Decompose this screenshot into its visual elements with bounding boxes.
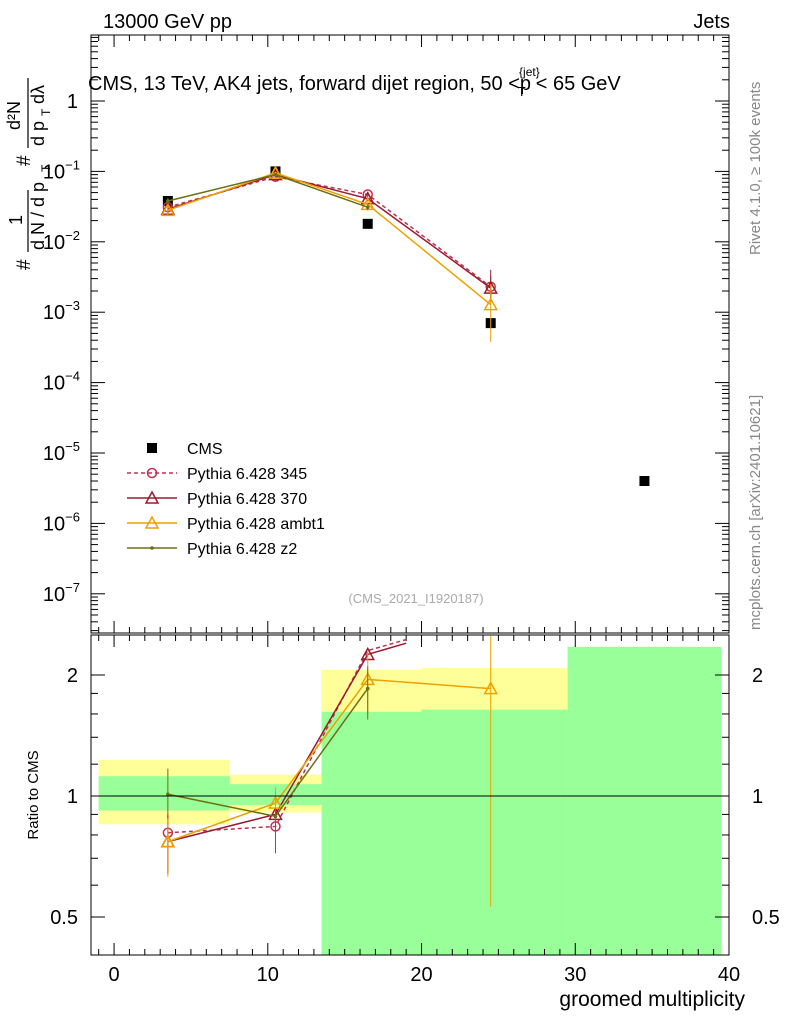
- analysis-watermark: (CMS_2021_I1920187): [348, 591, 483, 606]
- y-tick-label: 10−5: [43, 439, 80, 465]
- data-point: [160, 202, 176, 217]
- data-point: [362, 218, 373, 229]
- rivet-label: Rivet 4.1.0, ≥ 100k events: [747, 82, 764, 255]
- ratio-data-point: [160, 834, 176, 848]
- x-tick-label: 0: [108, 964, 119, 986]
- data-point: [273, 172, 278, 177]
- category-label: Jets: [693, 11, 730, 33]
- svg-text:dλ: dλ: [28, 85, 48, 104]
- data-point: [639, 476, 650, 487]
- data-point: [268, 165, 283, 179]
- legend-label: Pythia 6.428 ambt1: [187, 516, 325, 533]
- green-band-rect: [98, 776, 230, 811]
- ratio-y-tick-label-right: 1: [752, 786, 763, 808]
- legend-marker: [144, 515, 160, 529]
- svg-text:d N / d p: d N / d p: [28, 182, 48, 250]
- y-tick-label: 10−7: [43, 580, 80, 606]
- y-tick-label: 10−2: [43, 228, 80, 254]
- green-band-rect: [321, 711, 422, 955]
- green-band-rect: [421, 709, 568, 955]
- chart-title: CMS, 13 TeV, AK4 jets, forward dijet reg…: [88, 65, 621, 99]
- series-line: [167, 172, 492, 306]
- title-superscript: {jet}: [519, 65, 540, 79]
- svg-text:d²N: d²N: [4, 101, 24, 130]
- title-subscript: T: [518, 84, 526, 99]
- main-plot-frame: [90, 34, 730, 634]
- data-point: [365, 205, 370, 210]
- y-tick-label: 10−4: [43, 369, 80, 395]
- legend-label: Pythia 6.428 370: [187, 491, 307, 508]
- legend-label: Pythia 6.428 z2: [187, 541, 297, 558]
- y-tick-label: 1: [67, 91, 78, 113]
- ratio-data-point: [273, 814, 278, 819]
- beam-label: 13000 GeV pp: [103, 11, 232, 33]
- ratio-y-tick-label: 2: [67, 665, 78, 687]
- svg-text:T: T: [39, 164, 53, 172]
- ratio-data-point: [268, 795, 283, 809]
- svg-text:#: #: [14, 155, 35, 166]
- legend-marker: [144, 490, 160, 504]
- x-tick-label: 10: [257, 964, 279, 986]
- y-axis-label-main: # 1 d N / d p T # d²N d p T dλ: [4, 78, 53, 270]
- axis-ticks: 0 10 20 30 40 1 10−1 10−2 10−3 10−4 10−5 10−6 10−7 0.…: [43, 35, 780, 986]
- legend: CMS Pythia 6.428 345 Pythia 6.428 370 Pythi…: [127, 441, 325, 558]
- ratio-data-point: [166, 792, 170, 797]
- series-line: [167, 175, 492, 288]
- ratio-y-tick-label: 1: [67, 786, 78, 808]
- ratio-y-tick-label: 0.5: [50, 907, 78, 929]
- svg-text:T: T: [39, 108, 53, 116]
- ratio-series-group: [160, 636, 498, 907]
- y-tick-label: 10−1: [43, 157, 80, 183]
- svg-text:#: #: [14, 259, 35, 270]
- x-tick-label: 20: [410, 964, 432, 986]
- main-series-group: [160, 165, 650, 487]
- y-tick-label: 10−6: [43, 509, 80, 535]
- legend-marker: [146, 467, 158, 479]
- x-axis-label: groomed multiplicity: [559, 988, 745, 1011]
- legend-marker: [150, 546, 154, 550]
- uncertainty-bands: [98, 646, 722, 955]
- svg-text:1: 1: [6, 215, 26, 225]
- legend-marker: [147, 443, 157, 453]
- x-tick-label: 40: [718, 964, 740, 986]
- ratio-series-line: [167, 678, 491, 843]
- data-point: [166, 199, 170, 203]
- y-tick-label: 10−3: [43, 298, 80, 324]
- ratio-y-tick-label-right: 0.5: [752, 907, 780, 929]
- title-tail: < 65 GeV: [536, 73, 622, 95]
- legend-label: Pythia 6.428 345: [187, 466, 307, 483]
- mcplots-label: mcplots.cern.ch [arXiv:2401.10621]: [747, 395, 764, 630]
- ratio-plot-frame: [90, 634, 730, 956]
- ratio-data-point: [365, 686, 370, 691]
- ratio-y-tick-label-right: 2: [752, 665, 763, 687]
- ratio-series-line: [167, 642, 407, 843]
- green-band-rect: [567, 646, 722, 955]
- x-tick-label: 30: [564, 964, 586, 986]
- svg-text:d p: d p: [28, 121, 48, 146]
- ratio-data-point: [483, 681, 498, 695]
- ratio-y-axis-label: Ratio to CMS: [25, 750, 42, 839]
- data-point: [483, 297, 498, 311]
- legend-label: CMS: [187, 441, 223, 458]
